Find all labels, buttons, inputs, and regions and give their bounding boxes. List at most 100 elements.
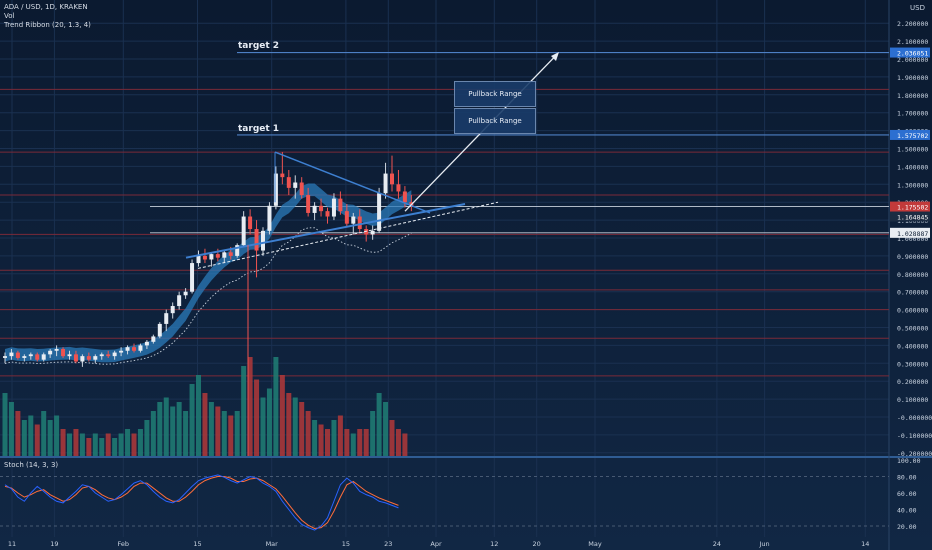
volume-bar: [344, 429, 350, 456]
volume-bar: [92, 433, 98, 456]
tag-b-bg: [890, 227, 930, 238]
candle-body: [157, 323, 162, 337]
candle-body: [28, 354, 33, 357]
candle-body: [190, 263, 195, 292]
candle-body: [286, 177, 291, 188]
price-tick-label: 0.100000: [897, 396, 928, 404]
candle-body: [144, 341, 149, 346]
candles[interactable]: [3, 152, 414, 367]
uptrend-line: [185, 203, 466, 259]
volume-bar: [189, 384, 195, 456]
candle-body: [73, 354, 78, 362]
price-tick-label: 1.900000: [897, 74, 928, 82]
volume-bar: [41, 411, 47, 456]
price-tick-label: 0.900000: [897, 253, 928, 261]
price-tick-label: 1.700000: [897, 110, 928, 118]
candle-body: [254, 229, 259, 251]
candle-body: [48, 350, 53, 355]
volume-bar: [337, 415, 343, 456]
candle-body: [273, 173, 278, 206]
volume-bar: [228, 415, 234, 456]
candle-body: [325, 211, 330, 217]
current-price-tag: 1.175502: [897, 204, 928, 212]
price-tags: 2.0360511.5757021.17550202:11:061.164845…: [890, 47, 930, 238]
time-tick-label: 15: [342, 540, 350, 548]
candle-body: [106, 354, 111, 357]
current-price-tag-bg: [890, 201, 930, 212]
candle-body: [170, 306, 175, 314]
time-tick-label: 23: [384, 540, 392, 548]
target2-tag: 2.036051: [897, 50, 928, 58]
volume-bar: [105, 433, 111, 456]
candle-body: [15, 352, 20, 358]
volume-bar: [312, 420, 318, 456]
candle-body: [402, 191, 407, 203]
candle-body: [248, 216, 253, 230]
volume-bars: [2, 357, 408, 456]
pullback-range-box-1[interactable]: Pullback Range: [454, 81, 536, 107]
volume-bar: [67, 433, 72, 456]
volume-bar: [247, 357, 253, 456]
volume-bar: [73, 429, 79, 456]
time-axis[interactable]: 11 19 Feb 15 Mar 15 23 Apr 12 20 May 24 Jun 14: [8, 540, 870, 548]
dotted-ma: [4, 227, 412, 365]
price-tick-label: 2.100000: [897, 38, 928, 46]
candle-body: [241, 216, 246, 246]
vol-label: Vol: [4, 12, 15, 20]
volume-bar: [54, 415, 60, 456]
candle-body: [280, 173, 285, 178]
candle-body: [177, 295, 182, 307]
price-tick-label: -0.000000: [897, 414, 932, 422]
candle-body: [22, 356, 27, 358]
volume-bar: [215, 406, 221, 456]
volume-bar: [99, 438, 105, 456]
time-tick-label: 15: [193, 540, 201, 548]
target-lines: [150, 51, 889, 234]
stoch-panel: [0, 474, 889, 531]
time-tick-label: Mar: [266, 540, 279, 548]
volume-bar: [395, 429, 401, 456]
candle-body: [351, 216, 356, 224]
stoch-axis: 100.00 80.00 60.00 40.00 20.00: [897, 457, 921, 531]
volume-bar: [286, 393, 292, 456]
candle-body: [119, 350, 124, 353]
price-tick-label: 0.400000: [897, 342, 928, 350]
trend-ribbon-label: Trend Ribbon (20, 1.3, 4): [4, 21, 91, 29]
volume-bar: [202, 393, 208, 456]
arrow-head-icon: [551, 52, 559, 61]
time-tick-label: 24: [713, 540, 721, 548]
time-tick-label: 20: [533, 540, 541, 548]
tag-a-bg: [890, 211, 930, 222]
volume-bar: [389, 420, 395, 456]
triangle-top-line: [274, 151, 431, 214]
time-tick-label: Apr: [430, 540, 442, 548]
volume-bar: [118, 433, 124, 456]
candle-body: [9, 352, 14, 357]
candle-body: [261, 230, 265, 251]
candle-body: [35, 354, 40, 360]
volume-bar: [241, 366, 247, 456]
candle-body: [370, 230, 375, 235]
stoch-tick-label: 20.00: [897, 523, 917, 531]
candle-body: [3, 356, 7, 358]
price-tick-label: 2.000000: [897, 56, 928, 64]
candle-body: [228, 252, 233, 256]
stoch-tick-label: 60.00: [897, 490, 917, 498]
volume-bar: [299, 402, 305, 456]
price-tick-label: 0.500000: [897, 325, 928, 333]
volume-bar: [318, 424, 324, 456]
target2-tag-bg: [890, 47, 930, 58]
candle-body: [331, 198, 336, 217]
currency-label: USD: [910, 4, 925, 12]
pullback-range-box-2[interactable]: Pullback Range: [454, 108, 536, 134]
stoch-tick-label: 40.00: [897, 507, 917, 515]
target2-label: target 2: [238, 41, 279, 51]
volume-bar: [266, 388, 272, 456]
time-tick-label: 19: [50, 540, 58, 548]
volume-bar: [125, 429, 131, 456]
volume-bar: [137, 429, 143, 456]
volume-bar: [60, 429, 66, 456]
stoch-tick-label: 80.00: [897, 474, 917, 482]
target1-tag-bg: [890, 129, 930, 140]
